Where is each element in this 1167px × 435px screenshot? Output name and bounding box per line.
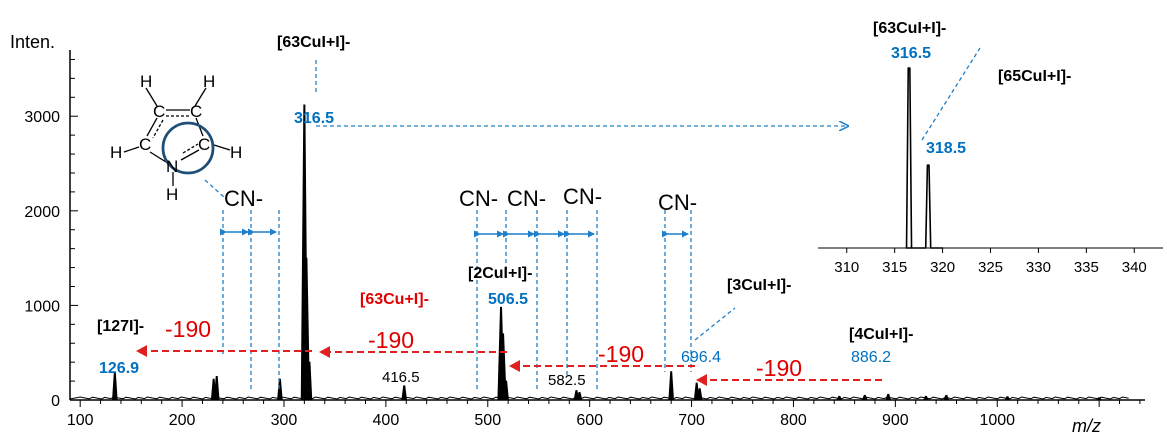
- baseline-noise: [69, 396, 1129, 400]
- inset-x-tick-label: 330: [1026, 259, 1051, 276]
- atom-c4: C: [198, 135, 210, 154]
- loss-label-2: -190: [368, 327, 414, 353]
- cn-label-1: CN-: [224, 186, 263, 211]
- x-ticks: 100 200 300 400 500 600 700 800 900 1000: [67, 400, 1141, 429]
- molecule-structure: [123, 87, 231, 186]
- x-axis-label: m/z: [1072, 416, 1101, 435]
- x-tick-label: 400: [373, 412, 400, 429]
- bond-h1-c1: [145, 87, 158, 107]
- x-tick-label: 600: [576, 412, 603, 429]
- ring-highlight-circle: [161, 121, 215, 175]
- mz-label-696-4: 696.4: [681, 349, 721, 366]
- mz-label-416-5: 416.5: [382, 369, 420, 386]
- loss-label-1: -190: [165, 316, 211, 342]
- inset-mz-label-316-5: 316.5: [891, 45, 931, 62]
- x-tick-label: 100: [67, 412, 94, 429]
- ion-label-63cu-red: [63Cu+I]-: [360, 291, 429, 308]
- guide-molecule: [204, 179, 226, 199]
- loss-labels: -190 -190 -190 -190: [165, 316, 802, 381]
- atom-h5: H: [166, 185, 178, 204]
- x-tick-label: 500: [474, 412, 501, 429]
- atom-c3: C: [139, 135, 151, 154]
- ion-label-63cui-top: [63CuI+I]-: [277, 34, 350, 51]
- cn-label-3: CN-: [507, 186, 546, 211]
- molecule-atoms: H C C H H C N C H H: [110, 72, 242, 204]
- mz-label-506-5: 506.5: [488, 291, 528, 308]
- inset-x-ticks: 310 315 320 325 330 335 340: [834, 248, 1147, 276]
- atom-c2: C: [190, 102, 202, 121]
- main-axes: 0 1000 2000 3000 100 200 300 400 500 600 700 800 90…: [10, 32, 1145, 435]
- x-tick-label: 300: [271, 412, 298, 429]
- cn-arrows: [220, 228, 689, 238]
- mz-label-316-5: 316.5: [294, 110, 334, 127]
- inset-peak-trace: [905, 67, 943, 249]
- ion-label-3cui: [3CuI+I]-: [727, 277, 791, 294]
- inset-x-tick-label: 310: [834, 259, 859, 276]
- mz-label-886-2: 886.2: [851, 349, 891, 366]
- ion-label-2cui: [2CuI+I]-: [468, 265, 532, 282]
- inset-x-tick-label: 340: [1122, 259, 1147, 276]
- cn-label-4: CN-: [563, 184, 602, 209]
- inset-ion-label-63: [63CuI+I]-: [873, 20, 946, 37]
- cn-label-5: CN-: [658, 190, 697, 215]
- inset-ion-label-65: [65CuI+I]-: [998, 68, 1071, 85]
- atom-h1: H: [140, 72, 152, 91]
- spectrum-peak: [112, 372, 118, 401]
- atom-h4: H: [230, 143, 242, 162]
- y-tick-label: 2000: [24, 204, 60, 221]
- inset-peaks: [905, 67, 943, 249]
- bond-h2-c2: [194, 87, 207, 107]
- bond-n-c4: [180, 149, 200, 161]
- guide-696: [694, 307, 736, 341]
- spectrum-peaks: [69, 104, 1129, 401]
- y-axis-label: Inten.: [10, 32, 55, 52]
- x-tick-label: 800: [780, 412, 807, 429]
- x-tick-label: 700: [678, 412, 705, 429]
- blue-guides: [204, 47, 981, 390]
- y-tick-label: 0: [51, 393, 60, 410]
- ion-label-4cui: [4CuI+I]-: [849, 326, 913, 343]
- inset-x-tick-label: 320: [930, 259, 955, 276]
- spectrum-peak: [503, 380, 509, 401]
- cn-label-2: CN-: [459, 186, 498, 211]
- cn-labels: CN- CN- CN- CN- CN-: [224, 184, 697, 215]
- y-ticks: 0 1000 2000 3000: [24, 58, 78, 410]
- x-tick-label: 1000: [979, 412, 1015, 429]
- red-loss-arrows: [136, 345, 882, 386]
- mz-label-126-9: 126.9: [99, 360, 139, 377]
- x-tick-label: 900: [882, 412, 909, 429]
- atom-n: N: [166, 157, 178, 176]
- loss-label-4: -190: [756, 355, 802, 381]
- plain-mz-labels: 416.5 582.5 696.4 886.2: [382, 349, 891, 389]
- inset-x-tick-label: 335: [1074, 259, 1099, 276]
- x-tick-label: 200: [169, 412, 196, 429]
- spectrum-peak: [306, 361, 313, 401]
- atom-h2: H: [203, 72, 215, 91]
- ion-labels: [127I]- 126.9 [63CuI+I]- 316.5 [63Cu+I]-…: [97, 20, 1071, 377]
- bond-c1-c3: [146, 117, 158, 137]
- bond-h3-c3: [123, 146, 140, 153]
- spectrum-peak: [213, 375, 220, 401]
- y-tick-label: 3000: [24, 109, 60, 126]
- atom-c1: C: [153, 102, 165, 121]
- inset-x-tick-label: 315: [882, 259, 907, 276]
- bond-n-c4-dash: [182, 143, 199, 154]
- inset-mz-label-318-5: 318.5: [926, 140, 966, 157]
- mz-label-582-5: 582.5: [548, 372, 586, 389]
- ion-label-i127: [127I]-: [97, 318, 144, 335]
- bond-c4-h4: [213, 144, 231, 151]
- inset-plot: 310 315 320 325 330 335 340: [818, 67, 1163, 276]
- loss-label-3: -190: [598, 341, 644, 367]
- spectrum-peak: [668, 371, 675, 401]
- bond-c3-n: [149, 151, 167, 163]
- y-tick-label: 1000: [24, 298, 60, 315]
- spectrum-peak: [401, 385, 408, 401]
- atom-h3: H: [110, 143, 122, 162]
- inset-x-tick-label: 325: [978, 259, 1003, 276]
- bond-c1-c3-dash: [152, 119, 164, 139]
